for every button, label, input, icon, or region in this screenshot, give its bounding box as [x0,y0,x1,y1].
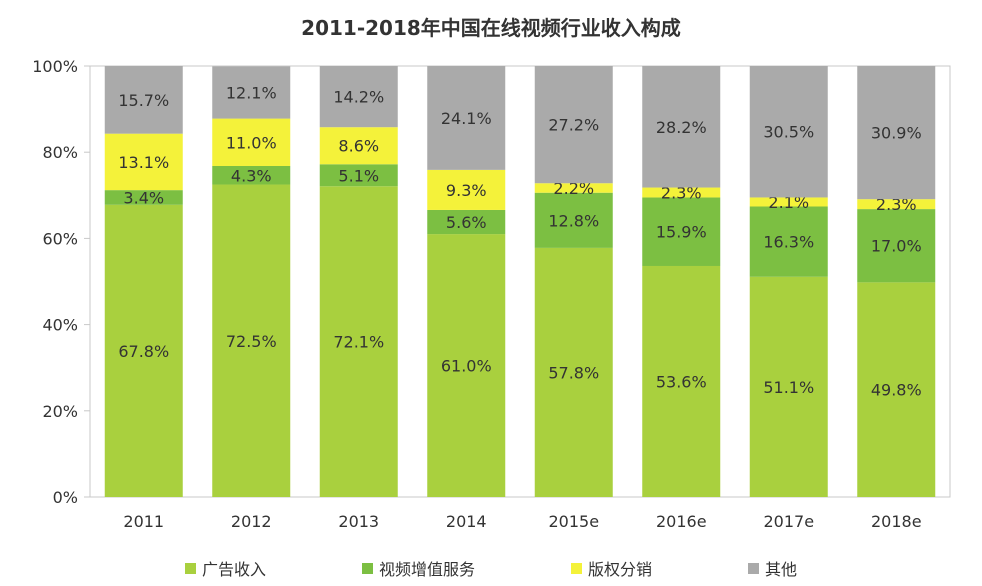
y-tick-label: 40% [42,316,78,335]
bar-segment-2012-s1 [212,165,291,185]
data-label-2011-s3: 15.7% [118,91,169,110]
data-label-2017e-s1: 16.3% [763,233,814,252]
x-tick-label: 2014 [446,512,487,531]
legend-label: 其他 [765,560,798,579]
bar-segment-2016e-s3 [642,66,721,188]
x-tick-label: 2016e [656,512,707,531]
bar-segment-2014-s1 [427,209,506,235]
data-label-2015e-s0: 57.8% [548,363,599,382]
data-label-2011-s1: 3.4% [123,188,164,207]
bar-segment-2015e-s2 [534,183,613,193]
bar-segment-2016e-s0 [642,265,721,497]
data-label-2014-s0: 61.0% [441,357,492,376]
data-label-2018e-s3: 30.9% [871,124,922,143]
y-tick-label: 60% [42,229,78,248]
data-label-2015e-s1: 12.8% [548,211,599,230]
data-label-2011-s2: 13.1% [118,153,169,172]
data-label-2014-s3: 24.1% [441,109,492,128]
bar-segment-2014-s0 [427,234,506,497]
bar-segment-2013-s0 [319,186,398,497]
data-label-2018e-s1: 17.0% [871,237,922,256]
legend-swatch [361,562,373,574]
legend-label: 视频增值服务 [378,560,475,579]
legend-swatch [748,562,760,574]
data-label-2016e-s1: 15.9% [656,223,707,242]
y-tick-label: 0% [53,488,78,507]
bar-segment-2016e-s1 [642,197,721,266]
legend-label: 广告收入 [201,560,266,579]
bar-segment-2018e-s0 [857,282,936,497]
data-label-2015e-s2: 2.2% [553,179,594,198]
data-label-2013-s2: 8.6% [338,137,379,156]
x-tick-label: 2018e [871,512,922,531]
chart-title: 2011-2018年中国在线视频行业收入构成 [301,16,681,40]
bar-segment-2013-s3 [319,66,398,128]
legend: 广告收入 视频增值服务 版权分销 其他 [0,556,982,580]
bar-segment-2018e-s1 [857,209,936,283]
legend-item: 广告收入 [184,556,266,580]
y-tick-label: 20% [42,402,78,421]
data-label-2013-s3: 14.2% [333,88,384,107]
data-label-2013-s0: 72.1% [333,333,384,352]
legend-swatch [184,562,196,574]
data-label-2018e-s0: 49.8% [871,381,922,400]
bar-segment-2017e-s0 [749,276,828,497]
bar-segment-2017e-s3 [749,66,828,198]
legend-label: 版权分销 [588,560,653,579]
bar-segment-2015e-s0 [534,247,613,497]
data-label-2011-s0: 67.8% [118,342,169,361]
bar-segment-2018e-s2 [857,199,936,210]
bar-segment-2011-s2 [104,133,183,191]
bar-segment-2011-s1 [104,190,183,205]
bar-segment-2017e-s1 [749,206,828,277]
legend-swatch [571,562,582,574]
data-label-2014-s1: 5.6% [446,213,487,232]
bar-segment-2013-s1 [319,164,398,187]
x-tick-label: 2011 [123,512,164,531]
bar-segment-2014-s2 [427,169,506,210]
data-label-2016e-s3: 28.2% [656,118,707,137]
y-tick-label: 80% [42,143,78,162]
bar-segment-2017e-s2 [749,197,828,207]
legend-item: 版权分销 [571,556,652,580]
bar-segment-2016e-s2 [642,187,721,198]
bar-segment-2011-s0 [104,204,183,498]
data-label-2018e-s2: 2.3% [876,195,917,214]
data-label-2016e-s2: 2.3% [661,183,702,202]
data-label-2013-s1: 5.1% [338,166,379,185]
data-label-2015e-s3: 27.2% [548,116,599,135]
x-tick-label: 2013 [338,512,379,531]
data-label-2012-s0: 72.5% [226,332,277,351]
x-tick-label: 2017e [763,512,814,531]
bar-segment-2012-s0 [212,184,291,497]
data-label-2012-s3: 12.1% [226,84,277,103]
x-tick-label: 2012 [231,512,272,531]
data-label-2012-s2: 11.0% [226,133,277,152]
bar-segment-2015e-s3 [534,66,613,184]
x-tick-label: 2015e [548,512,599,531]
plot-area-frame [89,65,951,498]
data-label-2017e-s3: 30.5% [763,123,814,142]
bar-segment-2014-s3 [427,66,506,170]
data-label-2012-s1: 4.3% [231,166,272,185]
bar-segment-2011-s3 [104,66,183,134]
legend-item: 视频增值服务 [361,556,475,580]
data-label-2017e-s0: 51.1% [763,378,814,397]
data-label-2017e-s2: 2.1% [768,193,809,212]
bar-segment-2012-s3 [212,66,291,119]
bar-segment-2013-s2 [319,127,398,165]
y-tick-label: 100% [32,57,78,76]
data-label-2014-s2: 9.3% [446,181,487,200]
legend-item: 其他 [748,556,797,580]
data-label-2016e-s0: 53.6% [656,372,707,391]
bar-segment-2018e-s3 [857,66,936,200]
bar-segment-2015e-s1 [534,192,613,248]
bar-segment-2012-s2 [212,118,291,166]
